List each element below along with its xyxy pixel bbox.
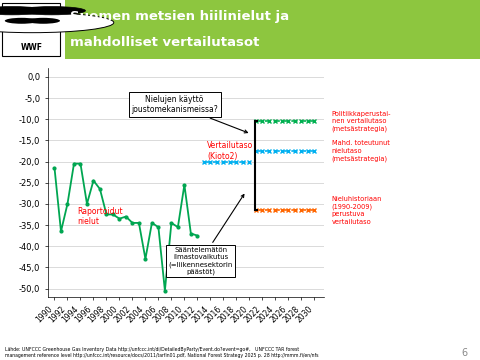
Text: Nielujen käyttö
joustomekanismeissa?: Nielujen käyttö joustomekanismeissa? xyxy=(131,95,248,133)
FancyBboxPatch shape xyxy=(2,3,60,57)
Ellipse shape xyxy=(26,18,60,24)
Text: Politiikkaperustai-
nen vertailutaso
(metsästrategia): Politiikkaperustai- nen vertailutaso (me… xyxy=(332,111,391,132)
Text: Nieluhistoriaan
(1990-2009)
perustuva
vertailutaso: Nieluhistoriaan (1990-2009) perustuva ve… xyxy=(332,196,382,225)
Text: Vertailutaso
(Kioto2): Vertailutaso (Kioto2) xyxy=(207,141,253,161)
Ellipse shape xyxy=(5,18,38,24)
Text: Sääntelemätön
ilmastovaikutus
(=liikennesektorin
päästöt): Sääntelemätön ilmastovaikutus (=liikenne… xyxy=(168,194,244,275)
Text: Raportoidut
nielut: Raportoidut nielut xyxy=(77,207,123,226)
Text: 6: 6 xyxy=(462,348,468,358)
Circle shape xyxy=(18,6,85,15)
Text: mahdolliset vertailutasot: mahdolliset vertailutasot xyxy=(70,36,259,49)
Text: Suomen metsien hiilinielut ja: Suomen metsien hiilinielut ja xyxy=(70,10,289,23)
Text: WWF: WWF xyxy=(21,43,43,52)
Text: Lähde: UNFCCC Greenhouse Gas Inventory Data http://unfccc.int/di/DetailedByParty: Lähde: UNFCCC Greenhouse Gas Inventory D… xyxy=(5,347,318,358)
Circle shape xyxy=(0,13,114,33)
Bar xyxy=(65,0,480,59)
Text: Mahd. toteutunut
nielutaso
(metsästrategia): Mahd. toteutunut nielutaso (metsästrateg… xyxy=(332,140,390,162)
Bar xyxy=(0,0,65,59)
Circle shape xyxy=(0,6,46,15)
